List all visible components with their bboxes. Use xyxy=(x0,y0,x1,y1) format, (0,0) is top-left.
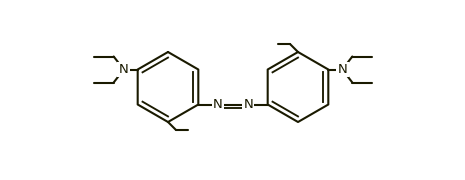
Text: N: N xyxy=(119,63,128,76)
Text: N: N xyxy=(243,98,253,111)
Text: N: N xyxy=(213,98,223,111)
Text: N: N xyxy=(338,63,347,76)
